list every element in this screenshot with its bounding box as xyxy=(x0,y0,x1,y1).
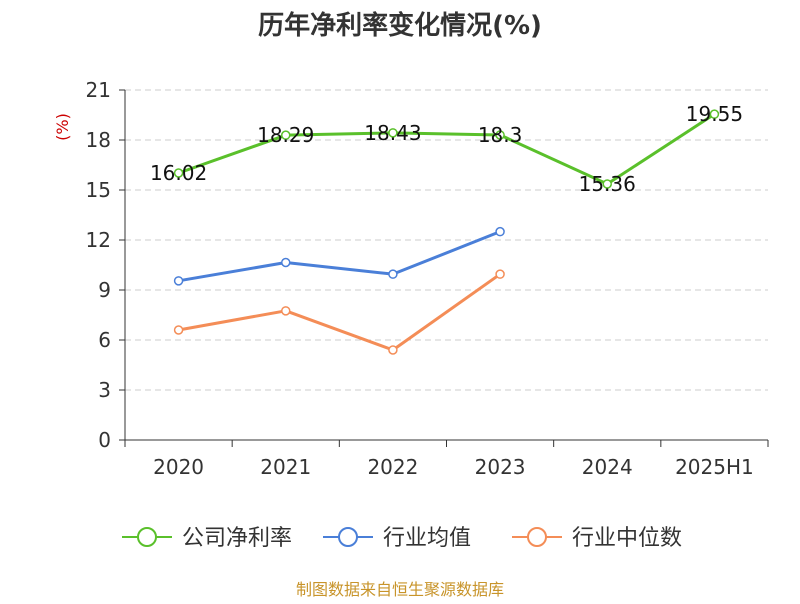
y-tick-label: 6 xyxy=(98,328,111,352)
data-point xyxy=(173,276,184,286)
y-tick-label: 0 xyxy=(98,428,111,452)
data-label: 15.36 xyxy=(579,172,636,196)
data-point xyxy=(281,130,291,140)
data-point xyxy=(173,325,184,335)
legend-label: 行业中位数 xyxy=(572,526,682,551)
data-point xyxy=(388,345,398,355)
data-label-layer: 16.02 18.29 18.43 18.3 15.36 19.55 xyxy=(150,102,743,196)
x-tick-label: 2025H1 xyxy=(675,455,754,479)
legend-item: 公司净利率 xyxy=(122,526,292,551)
legend-label: 公司净利率 xyxy=(182,526,292,551)
data-point xyxy=(709,109,720,119)
y-axis-label: (%) xyxy=(53,113,72,141)
data-point xyxy=(173,168,184,178)
data-point xyxy=(281,257,291,268)
source-note: 制图数据来自恒生聚源数据库 xyxy=(296,580,504,599)
data-point xyxy=(495,269,505,279)
x-tick-label: 2021 xyxy=(260,455,311,479)
y-tick-label: 15 xyxy=(86,178,111,202)
legend-swatch-marker xyxy=(137,527,157,547)
chart-title: 历年净利率变化情况(%) xyxy=(258,10,542,41)
series-line-2 xyxy=(178,230,501,283)
legend: 公司净利率 行业均值 行业中位数 xyxy=(122,526,682,551)
series-line-1 xyxy=(178,112,716,186)
y-tick-label: 18 xyxy=(86,128,111,152)
data-point xyxy=(281,306,291,316)
x-tick-label: 2022 xyxy=(367,455,418,479)
data-label: 18.29 xyxy=(257,123,314,147)
axis-layer: 0 3 6 9 12 15 18 21 2020 2021 2022 2023 2024 2025H1 xyxy=(86,78,769,479)
x-tick-label: 2024 xyxy=(582,455,633,479)
y-tick-label: 21 xyxy=(86,78,111,102)
data-point xyxy=(495,130,505,140)
grid-layer xyxy=(125,89,768,391)
data-point xyxy=(602,179,612,189)
legend-swatch-marker xyxy=(527,527,547,547)
data-point xyxy=(388,269,398,279)
data-label: 18.43 xyxy=(364,121,421,145)
data-point xyxy=(388,128,398,138)
legend-label: 行业均值 xyxy=(383,526,471,551)
legend-item: 行业中位数 xyxy=(512,526,682,551)
data-label: 16.02 xyxy=(150,161,207,185)
legend-swatch-marker xyxy=(338,527,358,547)
series-layer xyxy=(173,109,720,355)
data-label: 18.3 xyxy=(478,123,523,147)
legend-item: 行业均值 xyxy=(323,526,471,551)
y-tick-label: 12 xyxy=(86,228,111,252)
y-tick-label: 9 xyxy=(98,278,111,302)
data-label: 19.55 xyxy=(686,102,743,126)
data-point xyxy=(495,226,505,237)
x-tick-label: 2020 xyxy=(153,455,204,479)
y-tick-label: 3 xyxy=(98,378,111,402)
x-tick-label: 2023 xyxy=(475,455,526,479)
series-line-3 xyxy=(178,272,501,352)
